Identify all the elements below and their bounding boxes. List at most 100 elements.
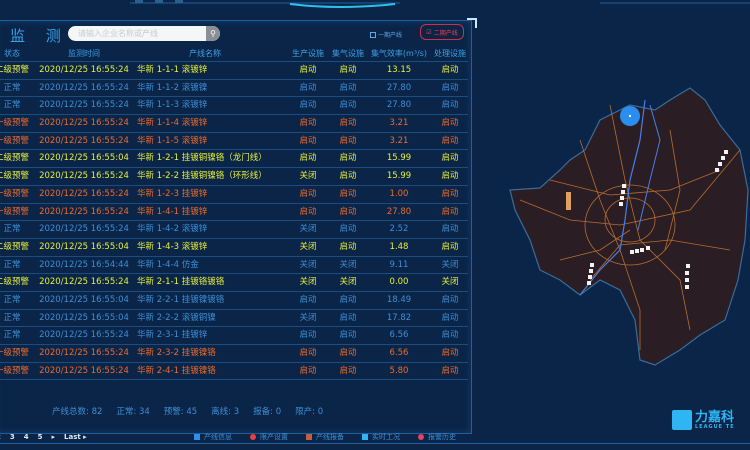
summary-item: 预警: 45 xyxy=(163,407,198,417)
cell-name: 华新 2-3-2 挂镀镍铬 xyxy=(137,348,216,358)
cell-status: 一级预警 xyxy=(0,188,29,199)
cell-prod: 关闭 xyxy=(299,312,317,323)
cell-gas: 启动 xyxy=(339,82,357,93)
cell-treat: 启动 xyxy=(441,135,459,146)
footer-link[interactable]: 限产设置 xyxy=(250,432,288,442)
cell-status: 正常 xyxy=(3,294,21,305)
company-logo: 力嘉科 LEAGUE TE xyxy=(672,410,735,430)
cell-status: 一级预警 xyxy=(0,135,29,146)
cell-gas: 启动 xyxy=(339,65,357,75)
person-icon xyxy=(362,434,368,440)
cell-gas: 启动 xyxy=(339,312,357,323)
cell-time: 2020/12/25 16:55:04 xyxy=(39,241,129,252)
cell-eff: 27.80 xyxy=(386,82,412,93)
cell-prod: 启动 xyxy=(299,82,317,93)
col-name: 产线名称 xyxy=(189,49,221,58)
table-row[interactable]: 二级预警 2020/12/25 16:55:04 华新 1-2-1 挂镀铜镍铬（龙门… xyxy=(0,150,468,169)
cell-name: 华新 1-2-1 挂镀铜镍铬（龙门线） xyxy=(137,153,267,164)
cell-name: 华新 1-4-1 挂镀锌 xyxy=(137,206,208,217)
table-row[interactable]: 正常 2020/12/25 16:55:04 华新 2-2-2 滚镀铜镍 关闭 启动 17… xyxy=(0,310,468,328)
footer-link-label: 产线报备 xyxy=(316,433,344,441)
search-placeholder: 请输入企业名称或产线 xyxy=(78,29,158,38)
district-map[interactable] xyxy=(490,80,750,380)
col-treatment: 处理设施 xyxy=(434,49,466,58)
cell-gas: 启动 xyxy=(339,206,357,217)
cell-gas: 关闭 xyxy=(339,277,357,288)
search-input[interactable]: 请输入企业名称或产线 ⚲ xyxy=(68,26,220,41)
cell-time: 2020/12/25 16:54:44 xyxy=(39,259,129,270)
cell-eff: 13.15 xyxy=(386,65,412,75)
footer-link-label: 限产设置 xyxy=(260,433,288,441)
cell-status: 正常 xyxy=(3,259,21,270)
table-row[interactable]: 二级预警 2020/12/25 16:55:24 华新 2-1-1 挂镀铬镀铬 关闭 关… xyxy=(0,274,468,292)
cell-status: 正常 xyxy=(3,330,21,341)
cell-eff: 6.56 xyxy=(389,348,409,358)
page-link[interactable]: 4 xyxy=(23,433,29,441)
table-row[interactable]: 正常 2020/12/25 16:54:44 华新 1-4-4 仿金 关闭 关闭 9.11… xyxy=(0,257,468,275)
phase1-checkbox[interactable]: 一期产线 xyxy=(370,30,402,39)
footer-link[interactable]: 报警历史 xyxy=(418,432,456,442)
table-row[interactable]: 一级预警 2020/12/25 16:55:24 华新 1-4-1 挂镀锌 启动 启动 2… xyxy=(0,204,468,222)
table-row[interactable]: 二级预警 2020/12/25 16:55:24 华新 1-1-1 滚镀锌 启动 启动 1… xyxy=(0,62,468,80)
limit-circle-icon xyxy=(250,434,256,440)
page-link[interactable]: Last ▸ xyxy=(64,433,87,441)
bottom-divider xyxy=(0,443,750,444)
page-link[interactable]: 3 xyxy=(9,433,15,441)
search-icon[interactable]: ⚲ xyxy=(206,26,220,41)
cell-name: 华新 2-1-1 挂镀铬镀铬 xyxy=(137,277,225,288)
cell-time: 2020/12/25 16:55:04 xyxy=(39,153,129,164)
table-row[interactable]: 一级预警 2020/12/25 16:55:24 华新 2-4-1 挂镀镍铬 启动 启动… xyxy=(0,363,468,381)
cell-treat: 启动 xyxy=(441,100,459,111)
footer-link[interactable]: 产线信息 xyxy=(194,432,232,442)
table-row[interactable]: 正常 2020/12/25 16:55:04 华新 2-2-1 挂镀镍镀铬 启动 启动 1… xyxy=(0,292,468,310)
cell-treat: 启动 xyxy=(441,206,459,217)
cell-status: 一级预警 xyxy=(0,365,29,376)
cell-treat: 启动 xyxy=(441,365,459,376)
footer-link[interactable]: 实时工况 xyxy=(362,432,400,442)
cell-treat: 启动 xyxy=(441,188,459,199)
table-row[interactable]: 正常 2020/12/25 16:55:24 华新 1-4-2 滚镀锌 关闭 启动 2.5… xyxy=(0,221,468,239)
cell-status: 二级预警 xyxy=(0,241,29,252)
cell-name: 华新 1-4-4 仿金 xyxy=(137,259,199,270)
table-row[interactable]: 二级预警 2020/12/25 16:55:04 华新 1-4-3 滚镀锌 关闭 启动 1… xyxy=(0,239,468,257)
table-row[interactable]: 一级预警 2020/12/25 16:55:24 华新 1-2-3 挂镀锌 启动 启动 1… xyxy=(0,186,468,204)
page-link[interactable]: ▸ xyxy=(51,433,56,441)
cell-gas: 启动 xyxy=(339,241,357,252)
cell-time: 2020/12/25 16:55:24 xyxy=(39,188,129,199)
table-row[interactable]: 正常 2020/12/25 16:55:24 华新 1-1-3 滚镀锌 启动 启动 27.… xyxy=(0,97,468,116)
table-row[interactable]: 一级预警 2020/12/25 16:55:24 华新 1-1-5 滚镀锌 启动 启动 3… xyxy=(0,133,468,151)
table-row[interactable]: 二级预警 2020/12/25 16:55:24 华新 1-2-2 挂镀铜镍铬（环形… xyxy=(0,168,468,186)
table-row[interactable]: 一级预警 2020/12/25 16:55:24 华新 1-1-4 滚镀锌 启动 启动 3… xyxy=(0,115,468,133)
cell-status: 正常 xyxy=(3,224,21,235)
cell-time: 2020/12/25 16:55:24 xyxy=(39,348,129,358)
cell-treat: 启动 xyxy=(441,312,459,323)
table-row[interactable]: 正常 2020/12/25 16:55:24 华新 2-3-1 挂镀锌 启动 启动 6.5… xyxy=(0,327,468,345)
page-link[interactable]: 5 xyxy=(37,433,43,441)
cell-treat: 关闭 xyxy=(441,259,459,270)
cell-status: 二级预警 xyxy=(0,277,29,288)
footer-link[interactable]: 产线报备 xyxy=(306,432,344,442)
table-row[interactable]: 一级预警 2020/12/25 16:55:24 华新 2-3-2 挂镀镍铬 启动 启动… xyxy=(0,345,468,363)
cell-status: 正常 xyxy=(3,312,21,323)
table-row[interactable]: 正常 2020/12/25 16:55:24 华新 1-1-2 滚镀镍 启动 启动 27.… xyxy=(0,80,468,98)
cell-name: 华新 1-2-2 挂镀铜镍铬（环形线） xyxy=(137,171,267,182)
cell-name: 华新 1-1-3 滚镀锌 xyxy=(137,100,208,111)
cell-eff: 15.99 xyxy=(386,171,412,182)
summary-bar: 产线总数: 82 正常: 34 预警: 45 离线: 3 报备: 0 限产: 0 xyxy=(52,405,323,417)
cell-time: 2020/12/25 16:55:04 xyxy=(39,312,129,323)
cell-prod: 启动 xyxy=(299,153,317,164)
cell-time: 2020/12/25 16:55:04 xyxy=(39,294,129,305)
cell-gas: 启动 xyxy=(339,135,357,146)
panel-title: 监 测 xyxy=(10,27,69,45)
phase2-label: 二期产线 xyxy=(433,29,458,37)
phase2-checkbox[interactable]: ☑ 二期产线 xyxy=(420,24,464,40)
cell-eff: 0.00 xyxy=(389,277,409,288)
cell-eff: 5.80 xyxy=(389,365,409,376)
col-production: 生产设施 xyxy=(292,49,324,58)
cell-eff: 27.80 xyxy=(386,100,412,111)
cell-eff: 27.80 xyxy=(386,206,412,217)
cell-status: 二级预警 xyxy=(0,65,29,75)
cell-treat: 启动 xyxy=(441,330,459,341)
page-link[interactable]: 2 xyxy=(0,433,1,441)
cell-eff: 1.48 xyxy=(389,241,409,252)
